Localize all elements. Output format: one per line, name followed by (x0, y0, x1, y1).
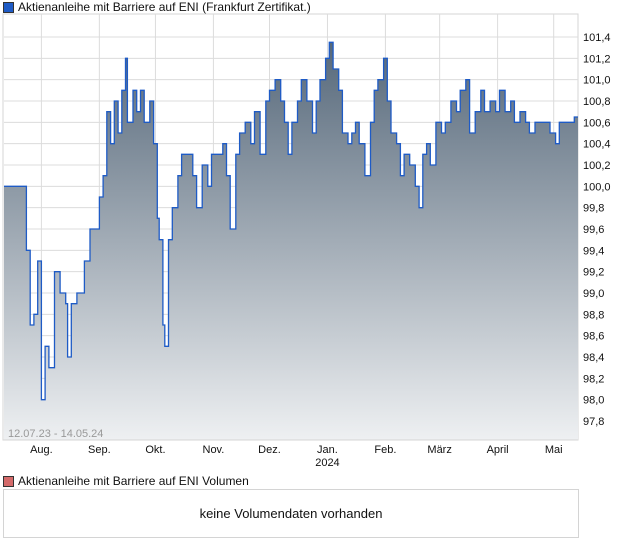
y-tick-label: 99,0 (583, 288, 604, 300)
x-tick-label: Nov. (203, 444, 225, 456)
x-tick-sublabel: 2024 (315, 457, 339, 469)
x-tick-label: Jan. (317, 444, 338, 456)
y-tick-label: 98,6 (583, 331, 604, 343)
y-tick-label: 99,4 (583, 245, 604, 257)
volume-panel: keine Volumendaten vorhanden (3, 489, 579, 538)
legend-main-label: Aktienanleihe mit Barriere auf ENI (Fran… (18, 0, 311, 14)
price-chart: 97,8 98,0 98,2 98,4 98,6 98,8 99,0 99,2 99,4 99,6… (2, 13, 611, 469)
y-tick-label: 100,4 (583, 139, 611, 151)
volume-legend: Aktienanleihe mit Barriere auf ENI Volum… (3, 474, 249, 488)
price-line (4, 41, 578, 401)
main-legend: Aktienanleihe mit Barriere auf ENI (Fran… (3, 0, 311, 14)
y-tick-label: 98,2 (583, 373, 604, 385)
price-area-fill (4, 42, 578, 441)
y-tick-label: 99,2 (583, 267, 604, 279)
y-tick-label: 98,8 (583, 309, 604, 321)
y-tick-label: 101,4 (583, 32, 611, 44)
y-tick-label: 100,0 (583, 181, 611, 193)
x-tick-label: März (427, 444, 451, 456)
y-tick-label: 101,2 (583, 53, 611, 65)
no-volume-message: keine Volumendaten vorhanden (199, 506, 383, 521)
y-tick-label: 99,6 (583, 224, 604, 236)
legend-swatch-volume (3, 475, 14, 487)
x-tick-label: Feb. (374, 444, 396, 456)
x-tick-label: Dez. (258, 444, 281, 456)
y-tick-label: 100,8 (583, 96, 611, 108)
x-tick-label: Okt. (145, 444, 165, 456)
y-tick-label: 101,0 (583, 75, 611, 87)
y-tick-label: 98,0 (583, 395, 604, 407)
y-tick-label: 100,2 (583, 160, 611, 172)
x-tick-label: April (487, 444, 509, 456)
legend-volume-label: Aktienanleihe mit Barriere auf ENI Volum… (18, 474, 249, 488)
y-tick-label: 100,6 (583, 117, 611, 129)
y-tick-label: 98,4 (583, 352, 604, 364)
y-tick-label: 99,8 (583, 203, 604, 215)
y-tick-label: 97,8 (583, 416, 604, 428)
date-range-label: 12.07.23 - 14.05.24 (8, 428, 103, 440)
legend-swatch-price (3, 1, 14, 13)
x-tick-label: Aug. (30, 444, 53, 456)
x-tick-label: Sep. (88, 444, 111, 456)
x-tick-label: Mai (545, 444, 563, 456)
